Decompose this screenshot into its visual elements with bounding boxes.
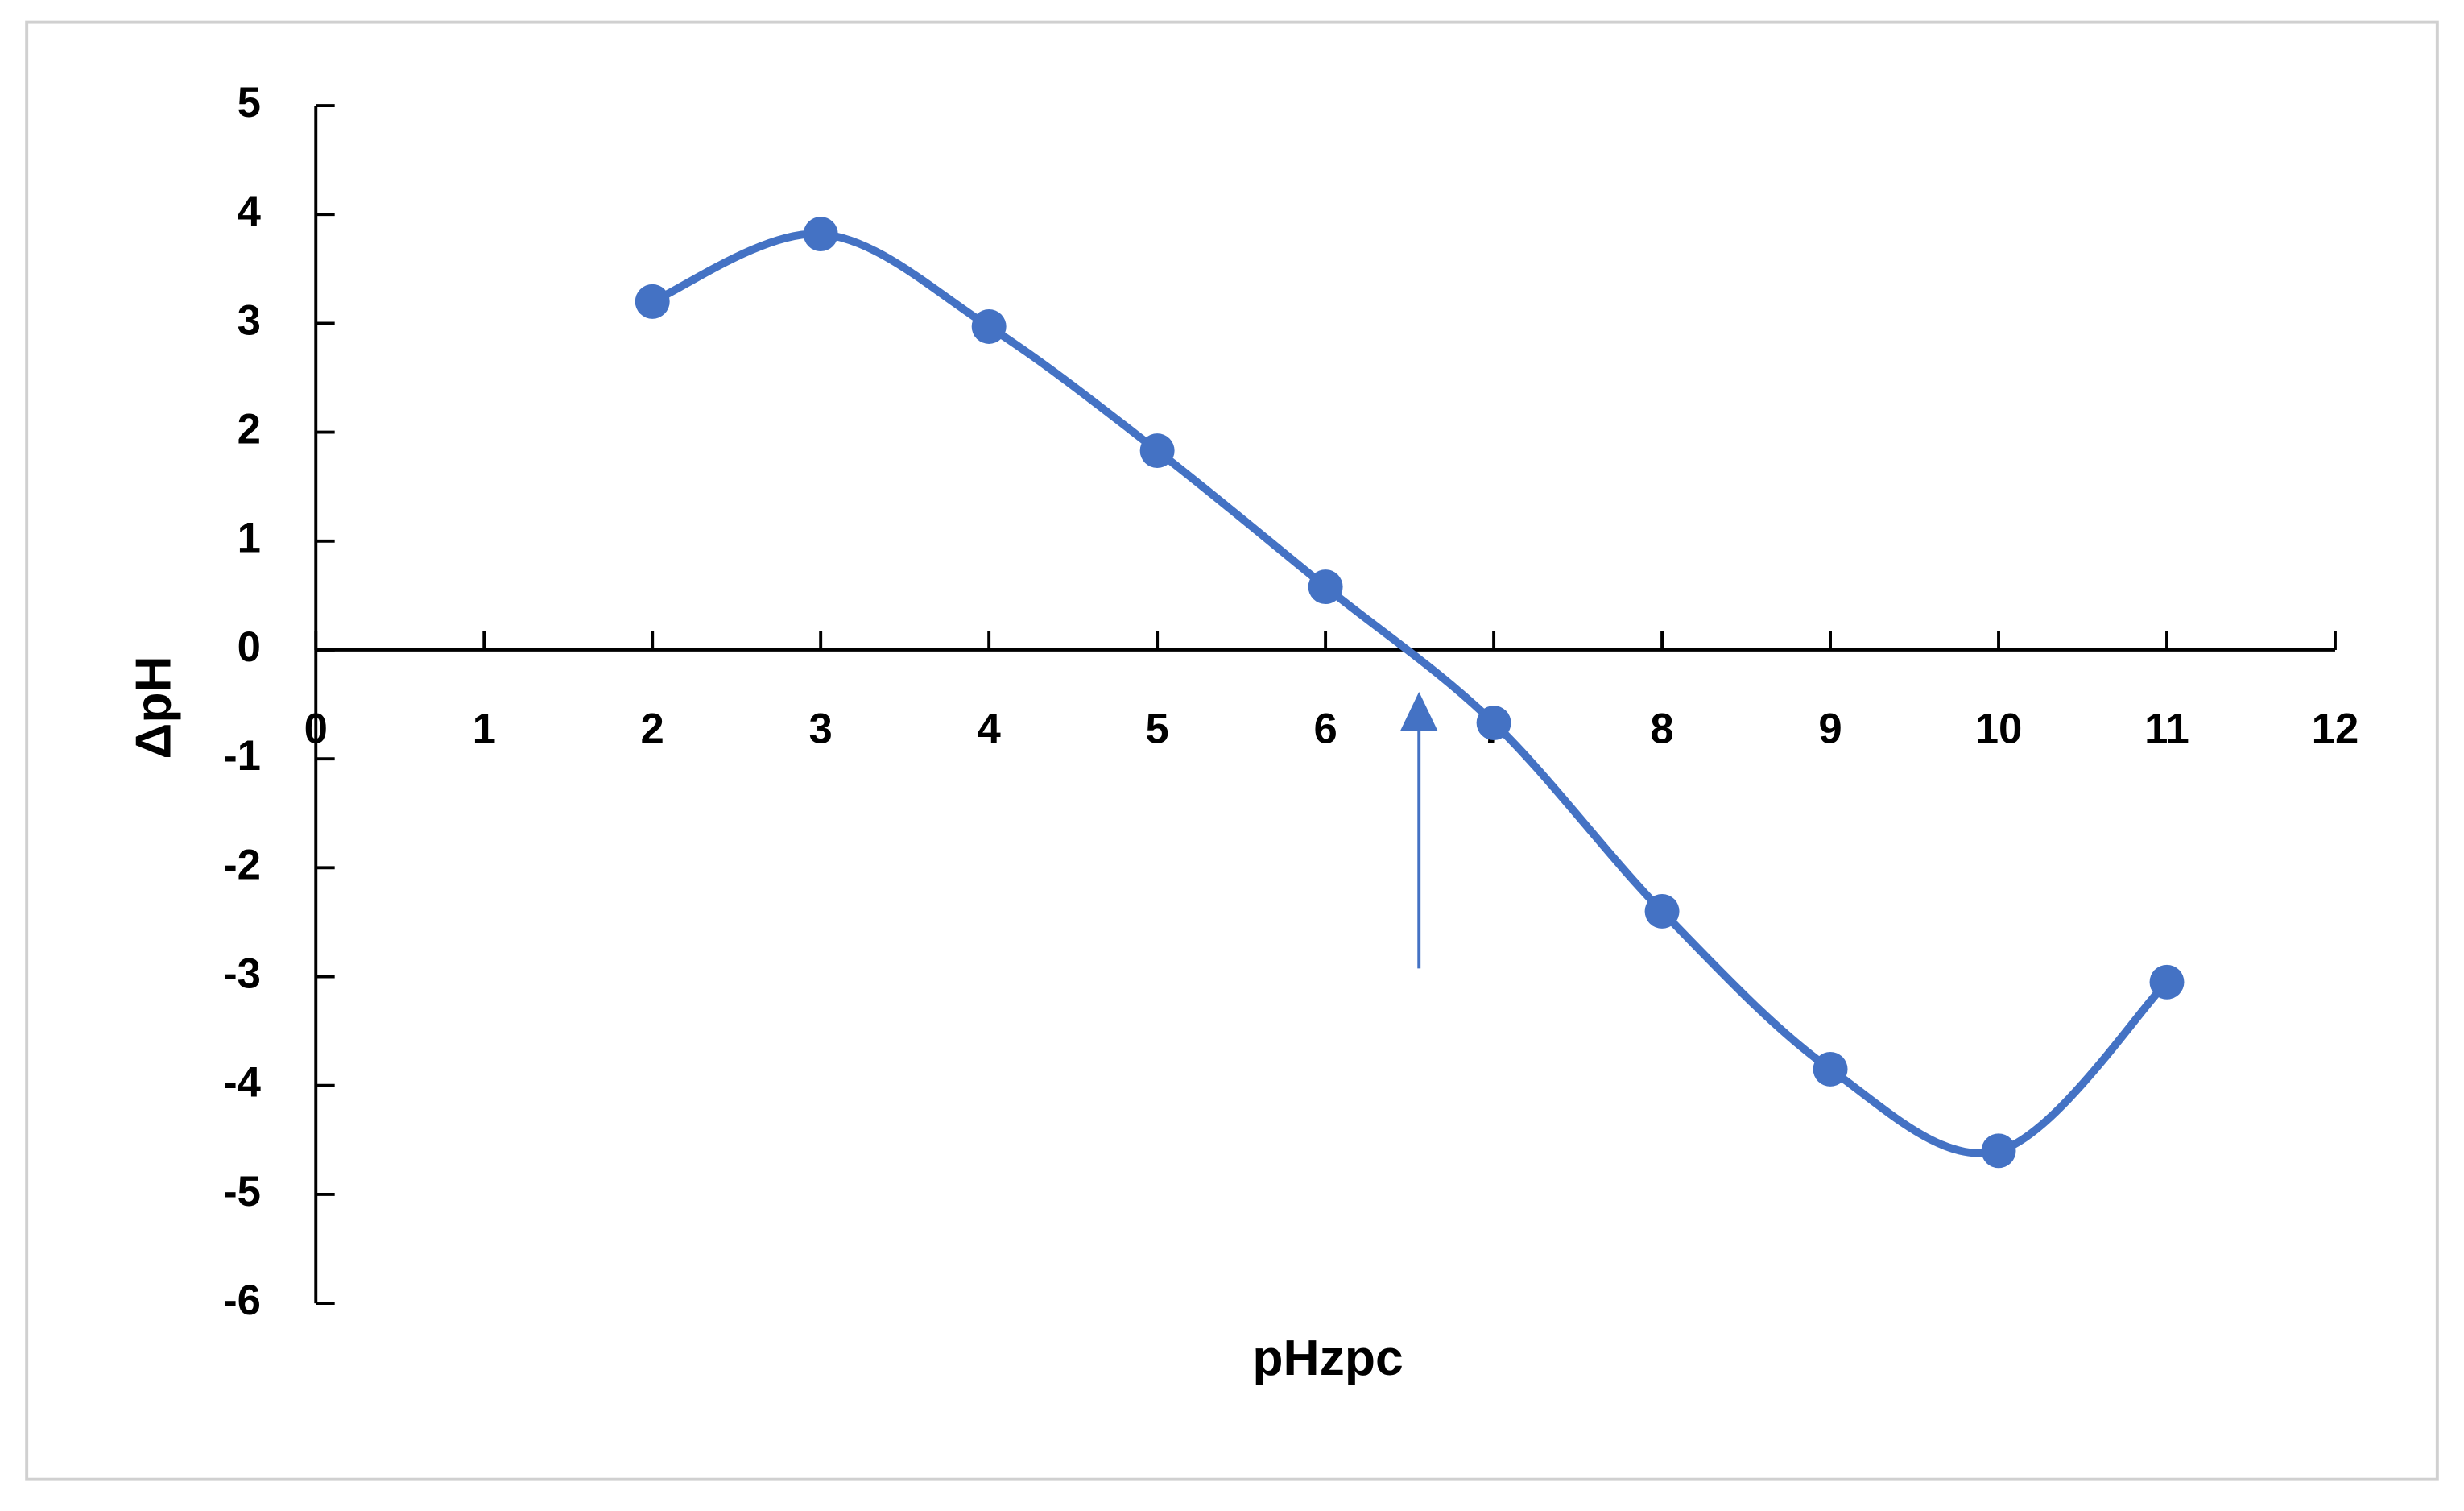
data-point	[803, 217, 838, 252]
annotation-arrow	[1399, 691, 1438, 969]
data-point	[2149, 964, 2185, 1000]
x-tick-label: 4	[978, 705, 1002, 752]
data-point	[1139, 433, 1175, 469]
x-tick-label: 1	[473, 705, 496, 752]
data-line	[651, 230, 2170, 1157]
y-tick-label: 0	[238, 623, 261, 671]
x-tick-label: 6	[1313, 705, 1337, 752]
y-tick-label: -2	[223, 841, 261, 888]
y-tick-label: -1	[223, 732, 261, 780]
y-tick-label: -3	[223, 950, 261, 997]
y-tick-label: -6	[223, 1277, 261, 1324]
data-point	[1308, 569, 1343, 605]
data-point	[971, 309, 1007, 344]
x-tick-label: 5	[1145, 705, 1168, 752]
chart-border	[25, 20, 2439, 1481]
y-tick-label: 3	[238, 296, 261, 344]
x-tick-label: 8	[1650, 705, 1673, 752]
y-tick-label: 1	[238, 515, 261, 562]
data-point	[635, 284, 670, 319]
x-tick-label: 3	[809, 705, 833, 752]
x-tick-label: 2	[641, 705, 664, 752]
x-tick-label: 9	[1818, 705, 1842, 752]
data-point	[1813, 1051, 1848, 1087]
y-axis-title: ΔpH	[126, 656, 182, 759]
x-tick-label: 11	[2144, 705, 2189, 752]
y-tick-label: 2	[238, 406, 261, 453]
data-point	[1476, 706, 1511, 741]
x-tick-label: 12	[2312, 705, 2359, 752]
data-point	[1981, 1133, 2016, 1169]
x-tick-label: 10	[1975, 705, 2023, 752]
y-tick-label: -4	[223, 1059, 262, 1107]
x-axis-title: pHzpc	[1252, 1330, 1403, 1386]
y-tick-label: 4	[238, 188, 262, 235]
data-point	[1644, 893, 1680, 929]
x-tick-label: 0	[304, 705, 328, 752]
y-tick-label: 5	[238, 79, 261, 126]
y-tick-label: -5	[223, 1168, 261, 1215]
